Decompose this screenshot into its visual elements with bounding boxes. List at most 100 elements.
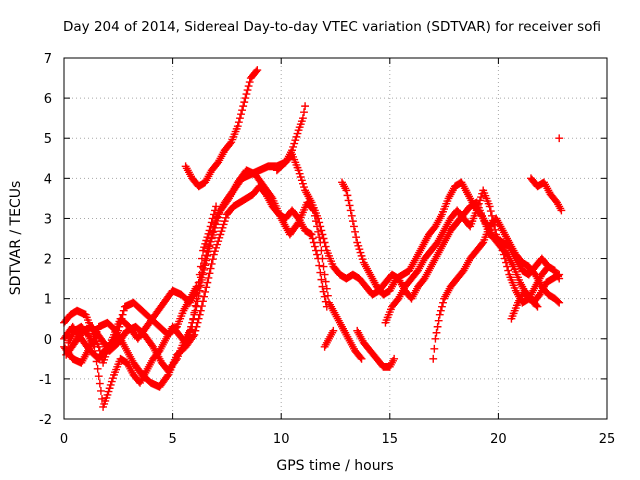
data-point <box>206 222 215 231</box>
data-point <box>200 292 208 301</box>
data-point <box>474 199 483 208</box>
data-point <box>202 236 211 245</box>
data-point <box>312 246 320 255</box>
data-point <box>316 222 325 231</box>
data-point <box>102 394 111 402</box>
data-point <box>344 196 353 205</box>
data-point <box>237 110 245 119</box>
data-point <box>347 211 356 220</box>
data-point <box>211 206 219 215</box>
data-point <box>196 306 205 315</box>
x-tick-label: 25 <box>599 432 616 447</box>
data-point <box>342 186 351 195</box>
data-point <box>429 354 438 363</box>
data-point <box>319 287 328 296</box>
data-point <box>200 266 208 274</box>
data-point <box>194 278 203 287</box>
y-tick-label: -2 <box>39 413 52 428</box>
data-point <box>486 207 495 215</box>
y-tick-label: -1 <box>39 373 52 388</box>
data-point <box>198 302 206 310</box>
data-point <box>113 330 122 339</box>
data-point <box>345 201 354 210</box>
data-point <box>209 250 218 259</box>
data-point <box>243 86 252 94</box>
data-point <box>238 106 247 115</box>
data-point <box>189 315 198 324</box>
data-point <box>477 193 485 201</box>
data-point <box>99 403 107 411</box>
data-point <box>112 334 121 343</box>
series-track-12 <box>320 326 338 351</box>
data-point <box>346 206 355 215</box>
data-point <box>356 353 365 362</box>
data-point <box>202 256 211 265</box>
data-point <box>108 374 117 383</box>
data-point <box>504 266 513 275</box>
data-point <box>239 102 248 111</box>
data-point <box>438 302 446 311</box>
data-point <box>242 90 251 98</box>
series-track-14 <box>527 174 566 215</box>
data-point <box>199 246 207 255</box>
data-point <box>357 354 366 363</box>
data-point <box>555 298 564 307</box>
data-point <box>319 234 328 243</box>
data-point <box>299 114 307 123</box>
data-point <box>318 230 327 239</box>
data-point <box>213 240 222 249</box>
data-point <box>289 143 298 151</box>
series-track-11 <box>353 326 399 371</box>
grid-lines <box>64 58 607 419</box>
series-track-13 <box>507 286 542 323</box>
data-point <box>358 255 367 264</box>
data-point <box>233 122 242 131</box>
data-point <box>295 169 304 178</box>
data-point <box>308 234 317 243</box>
data-point <box>435 310 444 319</box>
y-tick-label: 0 <box>44 333 52 348</box>
x-tick-label: 5 <box>168 432 176 447</box>
data-point <box>206 264 215 273</box>
x-tick-label: 0 <box>60 432 68 447</box>
data-point <box>191 301 200 310</box>
data-point <box>201 239 210 248</box>
data-point <box>195 270 204 279</box>
data-point <box>322 302 331 311</box>
data-point <box>390 354 399 363</box>
data-point <box>436 306 445 315</box>
data-point <box>478 239 487 248</box>
data-point <box>473 203 482 211</box>
data-point <box>114 326 123 335</box>
data-point <box>214 237 223 246</box>
data-point <box>300 183 308 191</box>
data-point <box>203 233 212 242</box>
data-point <box>115 322 124 331</box>
y-tick-label: 1 <box>44 293 52 308</box>
data-point <box>188 322 197 331</box>
data-point <box>191 326 200 335</box>
data-point <box>117 314 126 323</box>
data-point <box>472 206 481 215</box>
data-point <box>533 302 542 311</box>
data-point <box>99 358 107 367</box>
data-point <box>491 225 500 234</box>
data-point <box>307 230 316 239</box>
data-point <box>97 387 105 395</box>
data-point <box>348 217 357 226</box>
data-point <box>104 387 113 396</box>
data-point <box>95 379 104 388</box>
data-point <box>103 391 112 399</box>
data-point <box>215 233 224 242</box>
data-point <box>316 268 325 277</box>
data-point <box>320 292 329 301</box>
data-point <box>290 139 299 148</box>
data-point <box>212 202 220 211</box>
data-point <box>355 245 364 254</box>
data-point <box>499 250 508 259</box>
data-point <box>201 261 210 270</box>
data-point <box>432 328 441 337</box>
data-point <box>208 214 217 223</box>
data-point <box>343 191 352 200</box>
